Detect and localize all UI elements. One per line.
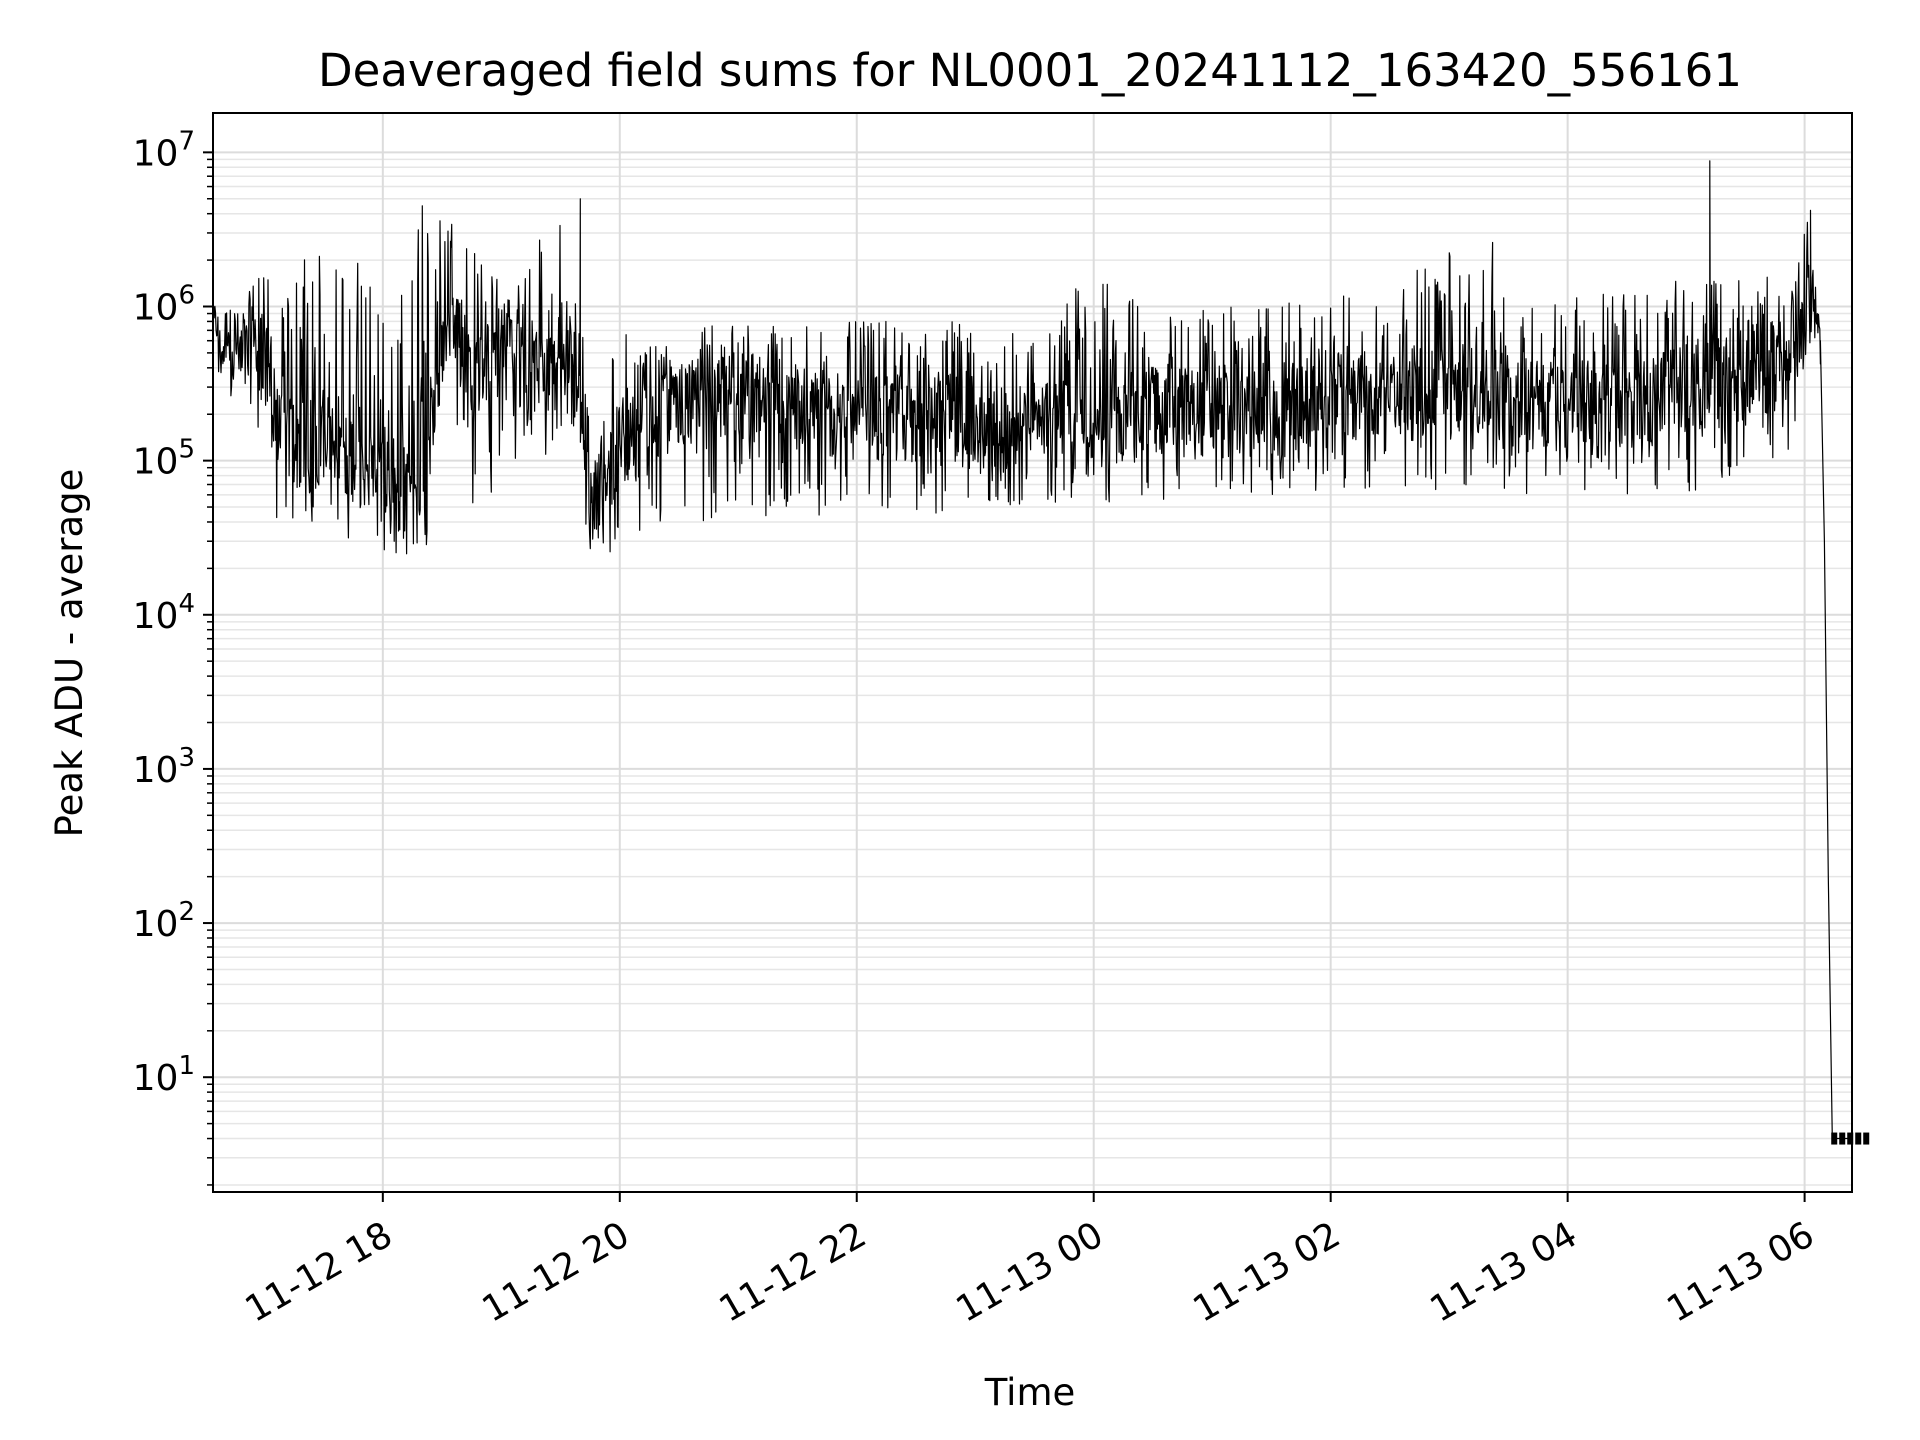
chart-title: Deaveraged field sums for NL0001_2024111… (318, 44, 1742, 97)
y-tick-label: 107 (133, 126, 195, 174)
y-tick-label: 101 (133, 1051, 195, 1099)
y-tick-label: 106 (133, 280, 195, 328)
plot-frame (212, 112, 1853, 1193)
series-line (212, 160, 1852, 1140)
series-marker (1831, 1132, 1838, 1145)
y-tick-label: 104 (133, 589, 195, 637)
series-marker (1855, 1132, 1862, 1145)
series-marker (1847, 1132, 1854, 1145)
y-axis: 101 102 103 104 105 106 107 (133, 126, 213, 1186)
x-axis-label: Time (984, 1371, 1076, 1414)
series-marker (1839, 1132, 1846, 1145)
y-axis-label: Peak ADU - average (48, 469, 91, 838)
y-tick-label: 105 (133, 435, 195, 483)
grid (213, 113, 1852, 1192)
y-tick-label: 103 (133, 743, 195, 791)
y-tick-label: 102 (133, 897, 195, 945)
series-marker (1863, 1132, 1870, 1145)
series-layer (212, 160, 1870, 1145)
